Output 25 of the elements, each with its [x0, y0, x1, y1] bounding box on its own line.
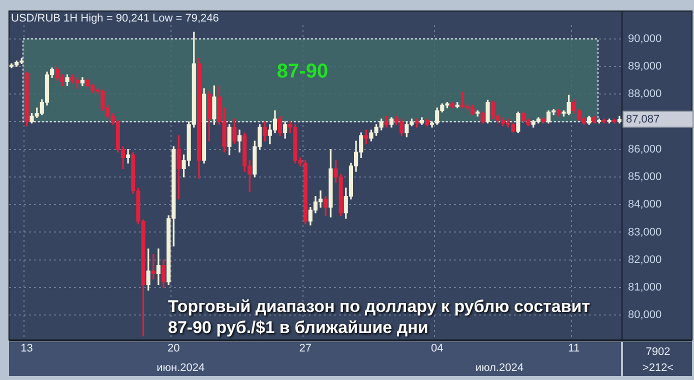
text: июн.2024 — [156, 362, 205, 374]
y-tick-label: 85,000 — [628, 171, 662, 184]
y-tick-label: 88,000 — [628, 88, 662, 100]
x-tick-label: 11 — [568, 342, 580, 355]
y-tick-label: 81,000 — [628, 282, 662, 294]
x-tick-label: 13 — [20, 342, 33, 355]
y-tick-label: 89,000 — [628, 60, 662, 72]
chart-title: USD/RUB 1H High = 90,241 Low = 79,246 — [11, 12, 219, 25]
x-tick-label: 27 — [299, 342, 312, 355]
candlestick — [126, 149, 130, 164]
text: >212< — [642, 362, 674, 374]
text: 87,087 — [626, 113, 660, 126]
x-tick-label: 20 — [168, 342, 180, 355]
text: 7902 — [646, 346, 670, 358]
y-tick-label: 84,000 — [628, 198, 662, 211]
y-tick-label: 83,000 — [628, 226, 662, 238]
x-tick-label: 04 — [430, 342, 444, 355]
candlestick — [156, 248, 160, 286]
text: июл.2024 — [475, 362, 524, 374]
y-tick-label: 80,000 — [628, 309, 662, 322]
y-tick-label: 86,000 — [628, 143, 662, 156]
annotation: Торговый диапазон по доллару к рублю составит 87-90 руб./$1 в ближайшие дни — [168, 296, 592, 338]
y-tick-label: 90,000 — [628, 32, 662, 45]
y-tick-label: 82,000 — [628, 254, 662, 266]
band-label: 87-90 — [276, 60, 328, 82]
